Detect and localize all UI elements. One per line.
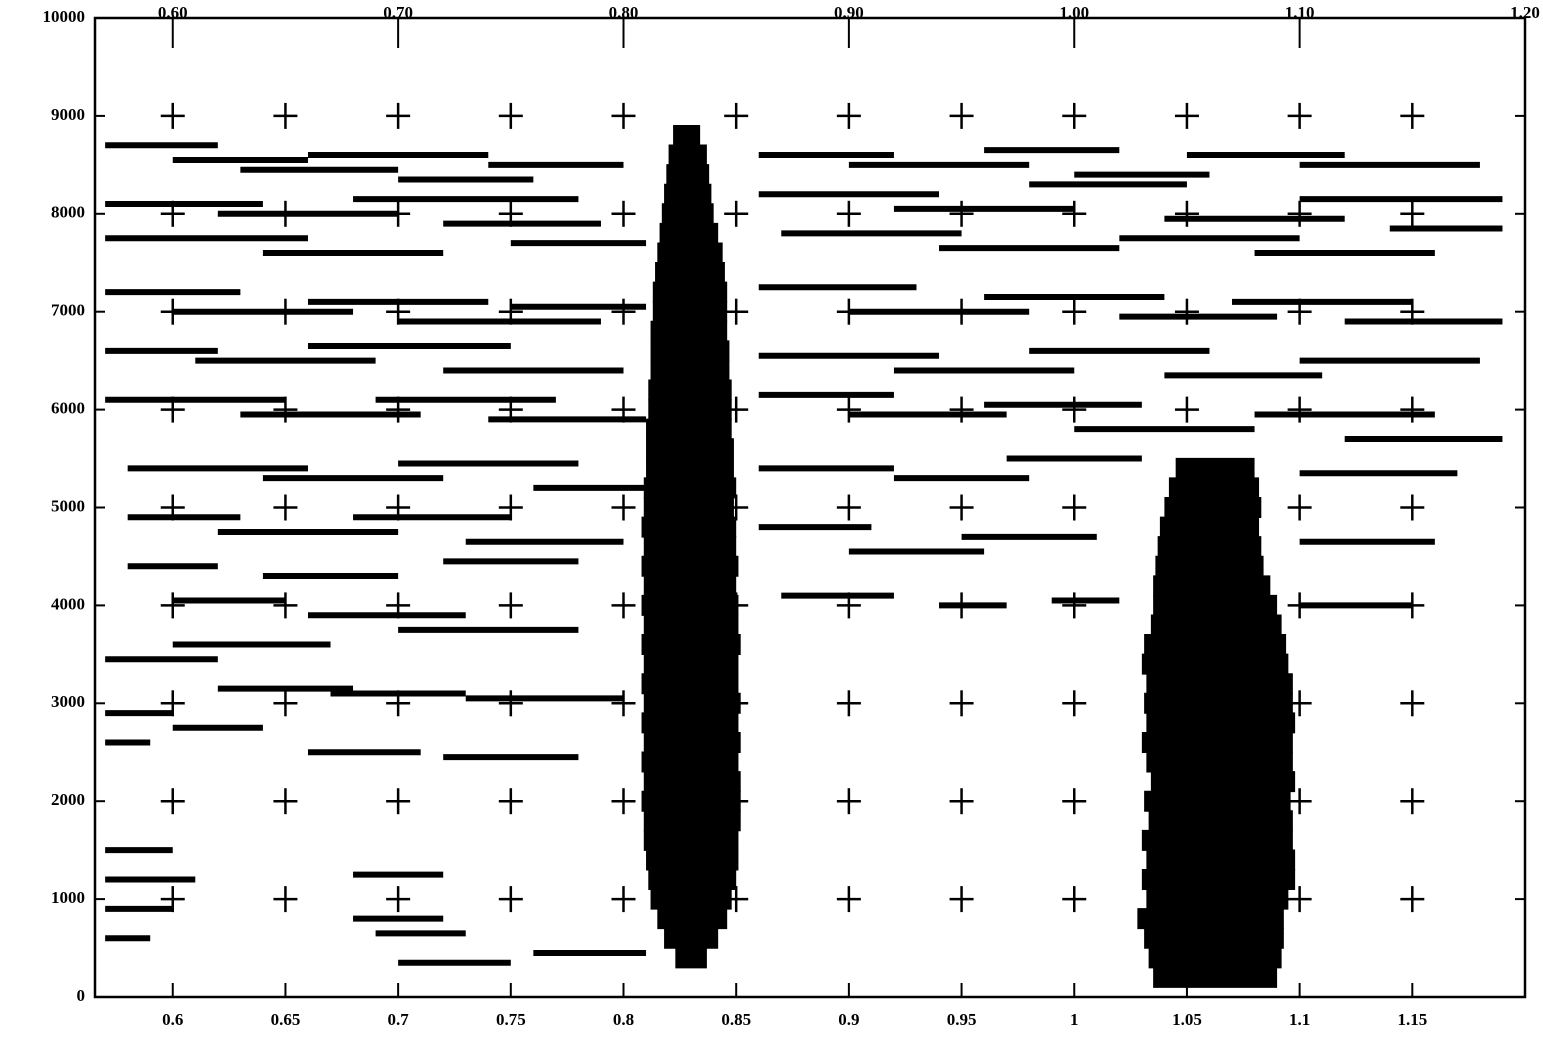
x-tick-label: 1.05	[1172, 1010, 1202, 1029]
y-tick-label: 10000	[43, 7, 86, 26]
x-tick-label: 1.15	[1397, 1010, 1427, 1029]
x-tick-label: 0.85	[721, 1010, 751, 1029]
x2-tick-label: 1.00	[1059, 3, 1089, 22]
x-tick-label: 0.8	[613, 1010, 634, 1029]
x2-tick-label: 0.80	[609, 3, 639, 22]
x2-tick-label: 0.90	[834, 3, 864, 22]
x2-tick-label: 1.20	[1510, 3, 1540, 22]
y-tick-label: 4000	[51, 594, 85, 613]
x-tick-label: 1	[1070, 1010, 1079, 1029]
y-tick-label: 2000	[51, 790, 85, 809]
x-tick-label: 0.7	[388, 1010, 410, 1029]
y-tick-label: 1000	[51, 888, 85, 907]
x-tick-label: 0.9	[838, 1010, 859, 1029]
x-tick-label: 0.95	[947, 1010, 977, 1029]
y-tick-label: 7000	[51, 301, 85, 320]
x-tick-label: 0.6	[162, 1010, 183, 1029]
y-tick-label: 9000	[51, 105, 85, 124]
x2-tick-label: 1.10	[1285, 3, 1315, 22]
x-tick-label: 0.65	[271, 1010, 301, 1029]
x-tick-label: 1.1	[1289, 1010, 1310, 1029]
y-tick-label: 6000	[51, 399, 85, 418]
y-tick-label: 3000	[51, 692, 85, 711]
x2-tick-label: 0.70	[383, 3, 413, 22]
y-tick-label: 0	[77, 986, 86, 1005]
x-tick-label: 0.75	[496, 1010, 526, 1029]
x2-tick-label: 0.60	[158, 3, 188, 22]
y-tick-label: 8000	[51, 203, 85, 222]
y-tick-label: 5000	[51, 496, 85, 515]
